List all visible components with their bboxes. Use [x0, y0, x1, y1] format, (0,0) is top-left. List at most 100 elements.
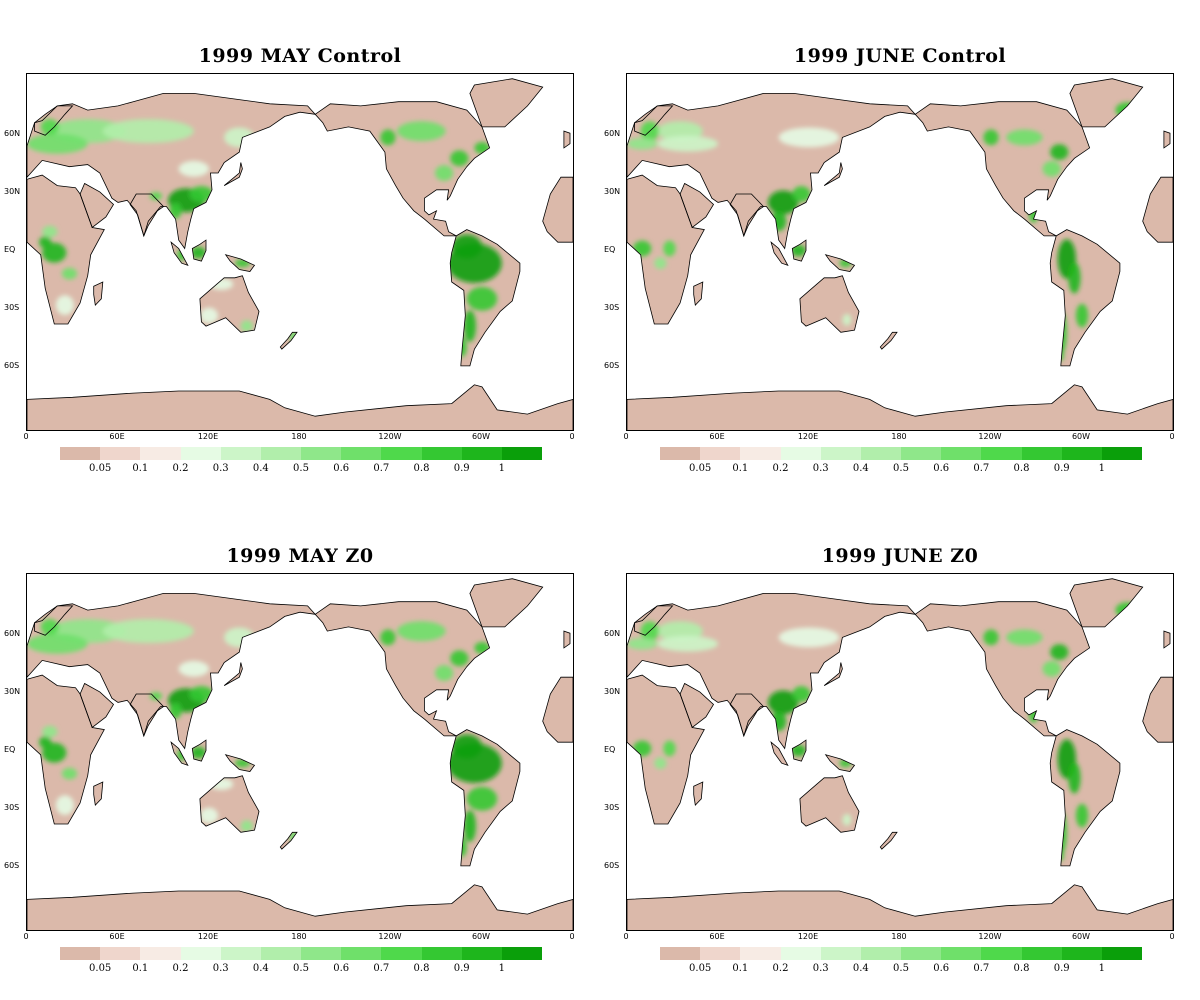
vegetation-patch	[474, 142, 490, 154]
vegetation-patch	[1006, 629, 1043, 646]
coastline	[823, 162, 843, 186]
coastline	[34, 605, 74, 636]
coastline	[191, 239, 207, 262]
vegetation-patch	[61, 267, 78, 280]
world-map	[627, 578, 1173, 930]
colorbar-labels: 0.05 0.1 0.2 0.3 0.4 0.5 0.6 0.7 0.8 0.9 1	[660, 463, 1142, 475]
colorbar-swatch	[100, 447, 141, 460]
landmass-japan	[224, 162, 243, 186]
lon-label: 120W	[378, 432, 402, 441]
colorbar-swatch	[260, 947, 302, 960]
landmass-sumatra	[771, 242, 788, 266]
coastline	[879, 331, 898, 350]
colorbar-level-label: 1	[498, 963, 506, 974]
vegetation-patch	[778, 127, 840, 148]
lat-label: EQ	[4, 745, 16, 754]
colorbar-swatch	[860, 447, 902, 460]
colorbar-swatch	[501, 947, 543, 960]
lat-label: 60S	[4, 861, 20, 870]
colorbar-level-label: 0.1	[732, 463, 749, 474]
lat-label: EQ	[604, 745, 616, 754]
landmass-antarctica	[27, 884, 573, 930]
vegetation-patch	[657, 635, 718, 652]
vegetation-patch	[189, 686, 214, 702]
colorbar-level-label: 0.3	[812, 963, 829, 974]
coastline	[770, 741, 789, 767]
colorbar	[660, 447, 1143, 460]
lat-label: 60S	[604, 361, 620, 370]
colorbar-level-label: 0.5	[893, 963, 909, 974]
vegetation-patch	[55, 295, 74, 315]
vegetation-patch	[190, 746, 206, 759]
colorbar-level-label: 0.5	[893, 463, 909, 474]
colorbar-level-label: 0.8	[1013, 463, 1030, 474]
vegetation-patch	[1050, 144, 1069, 160]
lat-label: 30S	[604, 803, 620, 812]
lon-label: 60E	[709, 432, 725, 441]
coastline	[170, 241, 189, 267]
coastline	[679, 682, 715, 729]
lon-label: 0	[569, 432, 575, 441]
colorbar-swatch	[660, 447, 701, 460]
coastline	[634, 605, 674, 636]
colorbar-level-label: 0.4	[852, 963, 869, 974]
vegetation-patch	[1075, 303, 1089, 328]
vegetation-patch	[149, 192, 162, 201]
lon-label: 120W	[978, 932, 1002, 941]
colorbar-level-label: 0.8	[413, 963, 430, 974]
colorbar-swatch	[140, 447, 181, 460]
coastline	[223, 662, 243, 686]
colorbar-level-label: 0.7	[373, 463, 390, 474]
colorbar-level-label: 0.3	[812, 463, 829, 474]
vegetation-patch	[1029, 707, 1038, 723]
panel-title: 1999 MAY Z0	[226, 545, 374, 567]
coastline	[1163, 630, 1171, 649]
map-panel: 1999 JUNE Z0 60N 30N EQ 30S 60S 0 60E 120E 180 120…	[604, 545, 1180, 975]
vegetation-patch	[627, 637, 658, 650]
vegetation-patch	[450, 150, 469, 167]
colorbar-swatch	[60, 447, 101, 460]
lon-label: 0	[623, 932, 629, 941]
colorbar-level-label: 0.2	[772, 963, 789, 974]
lat-label: 60N	[604, 629, 621, 638]
vegetation-patch	[466, 286, 498, 311]
colorbar-swatch	[820, 447, 861, 460]
landmass-africaW	[1142, 177, 1173, 243]
lon-label: 120E	[197, 432, 219, 441]
landmass-antarctica	[627, 384, 1173, 430]
coastline	[1049, 229, 1121, 367]
map-panel: 1999 MAY Control 60N 30N EQ 30S 60S 0 60E 120E 18…	[4, 45, 580, 475]
lat-label: 30N	[604, 687, 621, 696]
colorbar-level-label: 0.05	[689, 963, 712, 974]
coastline	[563, 630, 571, 649]
colorbar-level-label: 0.5	[293, 463, 309, 474]
world-map	[27, 78, 573, 430]
colorbar-level-label: 0.5	[293, 963, 309, 974]
coastline	[679, 182, 715, 229]
landmass-japan	[224, 662, 243, 686]
vegetation-layer	[27, 619, 502, 857]
coastline	[314, 601, 491, 737]
colorbar-swatch	[260, 447, 302, 460]
colorbar-swatch	[1021, 947, 1062, 960]
colorbar-level-label: 0.6	[333, 463, 350, 474]
coastline	[224, 754, 256, 772]
map-frame	[26, 73, 574, 431]
map-panel: 1999 JUNE Control 60N 30N EQ 30S 60S 0 60E 120E 1…	[604, 45, 1180, 475]
landmass-sumatra	[771, 742, 788, 766]
colorbar-swatch	[1021, 447, 1062, 460]
vegetation-patch	[380, 129, 396, 146]
colorbar-level-label: 0.6	[333, 963, 350, 974]
colorbar-swatch	[421, 947, 462, 960]
colorbar-swatch	[1101, 947, 1143, 960]
vegetation-patch	[1042, 160, 1061, 177]
landmass-japan	[824, 162, 843, 186]
colorbar-level-label: 0.9	[453, 463, 470, 474]
coastline	[914, 601, 1091, 737]
colorbar-swatch	[180, 947, 221, 960]
vegetation-patch	[102, 119, 194, 143]
coastline	[729, 693, 765, 738]
colorbar-level-label: 0.2	[772, 463, 789, 474]
colorbar-level-label: 0.2	[172, 963, 189, 974]
coastline	[693, 281, 704, 306]
